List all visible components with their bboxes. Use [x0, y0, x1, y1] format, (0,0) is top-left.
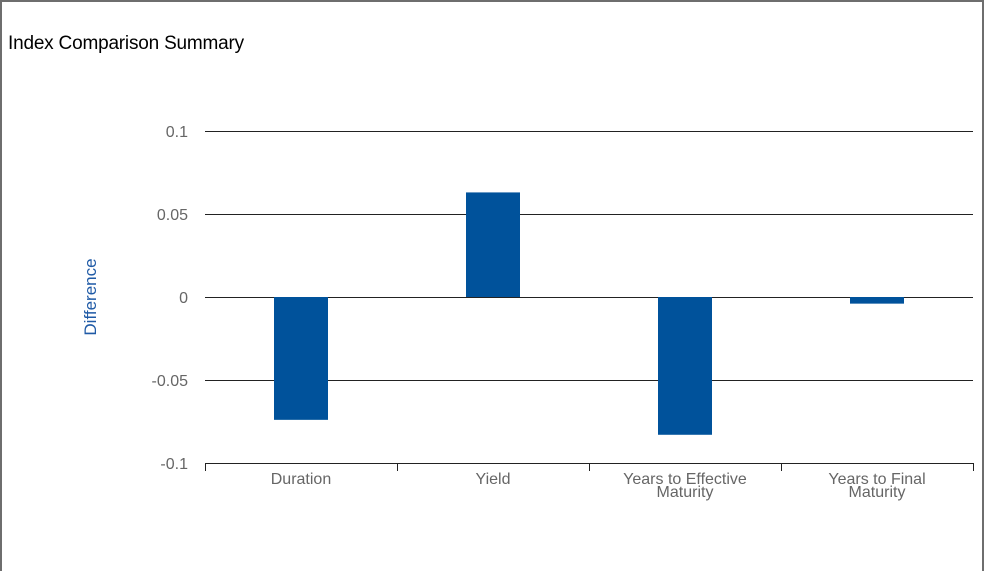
bar	[466, 192, 520, 297]
x-category-label: Duration	[271, 471, 331, 488]
x-axis: Duration Yield Years to Effective Maturity Y…	[205, 463, 974, 501]
bars	[274, 192, 904, 435]
y-tick-label: -0.05	[152, 373, 189, 390]
y-tick-label: 0.1	[166, 124, 188, 141]
x-category-label: Years to Effective Maturity	[623, 471, 747, 501]
y-tick-label: 0.05	[157, 207, 188, 224]
bar	[658, 297, 712, 435]
y-axis-title: Difference	[81, 258, 100, 335]
y-tick-label: 0	[179, 290, 188, 307]
x-category-label: Years to Final Maturity	[828, 471, 925, 501]
gridlines	[205, 131, 973, 381]
y-axis-ticks: 0.1 0.05 0 -0.05 -0.1	[152, 124, 189, 473]
chart-title: Index Comparison Summary	[8, 33, 244, 54]
bar	[850, 297, 904, 304]
y-tick-label: -0.1	[160, 456, 188, 473]
bar	[274, 297, 328, 420]
x-category-label: Yield	[476, 471, 511, 488]
